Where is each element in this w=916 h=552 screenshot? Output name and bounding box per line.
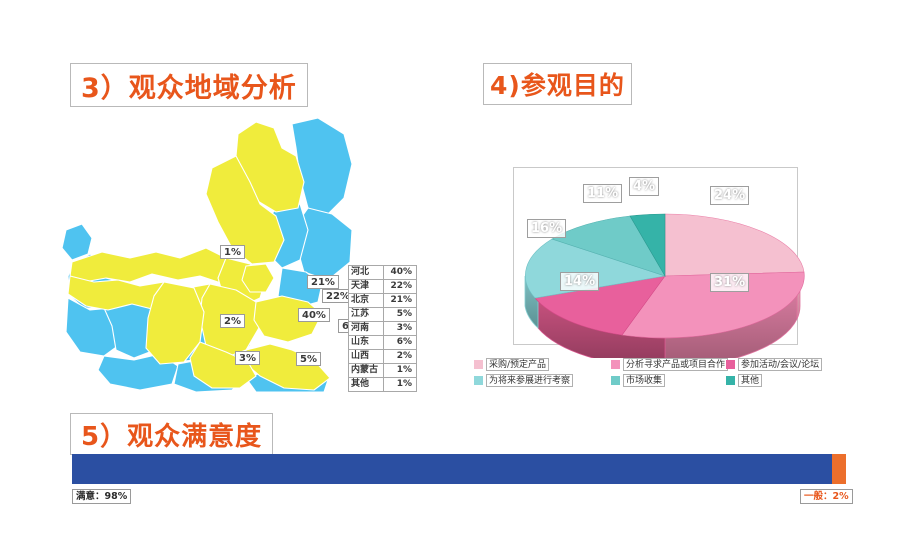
region-name: 江苏 — [348, 307, 384, 322]
region-name: 其他 — [348, 377, 384, 392]
map-label: 1% — [220, 245, 245, 259]
legend-swatch-icon — [474, 376, 483, 385]
table-row: 江苏 5% — [348, 307, 417, 322]
legend-label: 为将来参展进行考察 — [486, 374, 574, 387]
legend-label: 采购/预定产品 — [486, 358, 550, 371]
table-row: 山西 2% — [348, 349, 417, 364]
map-label: 40% — [298, 308, 330, 322]
region-value: 2% — [383, 349, 417, 364]
table-row: 北京 21% — [348, 293, 417, 308]
map-region-highlight — [253, 295, 323, 343]
table-row: 其他 1% — [348, 377, 417, 392]
legend-item[interactable]: 市场收集 — [611, 374, 666, 387]
map-region-base — [61, 223, 93, 261]
region-value: 22% — [383, 279, 417, 294]
pie-value-label: 4% — [629, 177, 660, 196]
region-name: 内蒙古 — [348, 363, 384, 378]
legend-label: 市场收集 — [623, 374, 666, 387]
section-title-region: 3）观众地域分析 — [70, 63, 308, 107]
pie-slice-5 — [629, 213, 666, 278]
region-value: 5% — [383, 307, 417, 322]
region-name: 河北 — [348, 265, 384, 280]
legend-label: 其他 — [738, 374, 763, 387]
map-region-base — [97, 353, 179, 391]
region-value: 1% — [383, 377, 417, 392]
map-region-highlight — [145, 281, 205, 365]
region-name: 天津 — [348, 279, 384, 294]
region-name: 山西 — [348, 349, 384, 364]
table-row: 天津 22% — [348, 279, 417, 294]
map-label: 5% — [296, 352, 321, 366]
legend-swatch-icon — [611, 360, 620, 369]
pie-chart-svg — [524, 213, 805, 358]
map-region-highlight — [205, 155, 285, 265]
china-map-svg — [61, 117, 353, 392]
legend-swatch-icon — [726, 376, 735, 385]
region-value: 40% — [383, 265, 417, 280]
map-region-highlight — [189, 341, 257, 389]
legend-label: 分析寻求产品或项目合作 — [623, 358, 729, 371]
legend-swatch-icon — [726, 360, 735, 369]
section-title-purpose: 4)参观目的 — [483, 63, 632, 105]
region-value: 1% — [383, 363, 417, 378]
legend-label: 参加活动/会议/论坛 — [738, 358, 823, 371]
map-label: 21% — [307, 275, 339, 289]
map-region-highlight — [241, 263, 275, 293]
map-region-base — [291, 117, 353, 217]
region-data-table: 河北 40% 天津 22% 北京 21% 江苏 5% 河南 3% 山东 6% — [348, 265, 417, 392]
satisfaction-bar-satisfied — [72, 454, 832, 484]
table-row: 山东 6% — [348, 335, 417, 350]
satisfaction-bar-average — [832, 454, 846, 484]
table-row: 河南 3% — [348, 321, 417, 336]
pie-value-label: 14% — [560, 272, 600, 291]
region-name: 山东 — [348, 335, 384, 350]
pie-value-label: 31% — [710, 273, 750, 292]
region-name: 河南 — [348, 321, 384, 336]
region-value: 21% — [383, 293, 417, 308]
table-row: 内蒙古 1% — [348, 363, 417, 378]
pie-value-label: 24% — [710, 186, 750, 205]
legend-item[interactable]: 分析寻求产品或项目合作 — [611, 358, 729, 371]
pie-slice-0 — [664, 213, 805, 277]
map-label: 3% — [235, 351, 260, 365]
satisfaction-label-satisfied: 满意：98% — [72, 489, 132, 504]
pie-slice-2 — [534, 275, 666, 336]
satisfaction-bar — [72, 454, 846, 484]
table-row: 河北 40% — [348, 265, 417, 280]
pie-chart-legend: 采购/预定产品 分析寻求产品或项目合作 参加活动/会议/论坛 为将来参展进行考察… — [474, 358, 874, 390]
china-map: 1% 21% 22% 40% 2% 6% 3% 5% — [60, 112, 363, 392]
region-value: 6% — [383, 335, 417, 350]
legend-item[interactable]: 其他 — [726, 374, 763, 387]
legend-swatch-icon — [611, 376, 620, 385]
map-label: 2% — [220, 314, 245, 328]
pie-value-label: 16% — [527, 219, 567, 238]
pie-slice-1 — [621, 271, 805, 339]
region-value: 3% — [383, 321, 417, 336]
region-name: 北京 — [348, 293, 384, 308]
legend-swatch-icon — [474, 360, 483, 369]
legend-item[interactable]: 为将来参展进行考察 — [474, 374, 574, 387]
legend-item[interactable]: 采购/预定产品 — [474, 358, 550, 371]
legend-item[interactable]: 参加活动/会议/论坛 — [726, 358, 823, 371]
section-title-satisfaction: 5）观众满意度 — [70, 413, 274, 455]
pie-value-label: 11% — [583, 184, 623, 203]
satisfaction-label-average: 一般：2% — [800, 489, 853, 504]
pie-slices — [525, 213, 805, 339]
